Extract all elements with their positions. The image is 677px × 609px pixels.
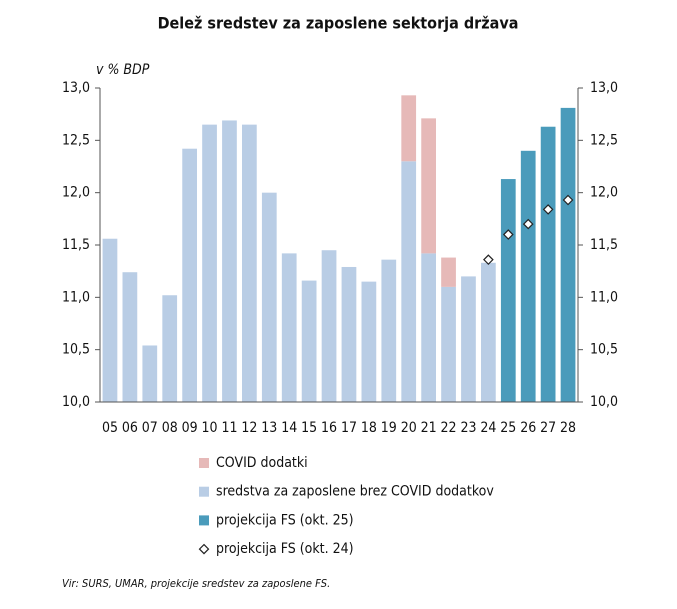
bar: [441, 257, 456, 287]
diamond-marker: [483, 254, 494, 266]
y2-tick-label: 13,0: [590, 80, 618, 96]
y-tick-label: 13,0: [62, 80, 90, 96]
x-tick-label: 07: [142, 420, 158, 436]
y2-tick-label: 11,0: [590, 289, 618, 305]
bar: [182, 148, 197, 402]
diamond-marker: [542, 204, 554, 215]
x-tick-label: 11: [221, 420, 237, 436]
bar: [222, 120, 237, 403]
source-note: Vir: SURS, UMAR, projekcije sredstev za …: [62, 577, 330, 590]
bar: [401, 161, 417, 402]
x-tick-label: 21: [421, 420, 437, 436]
bar: [202, 124, 217, 402]
x-tick-label: 06: [122, 420, 138, 436]
x-tick-label: 17: [341, 420, 357, 436]
legend-swatch: [199, 458, 209, 468]
bar: [500, 179, 516, 402]
y2-tick-label: 12,5: [590, 132, 618, 148]
bar: [481, 262, 496, 402]
bar: [441, 286, 456, 402]
legend-label: sredstva za zaposlene brez COVID dodatko…: [216, 484, 494, 500]
x-tick-label: 23: [460, 420, 476, 436]
diamond-marker: [562, 194, 574, 206]
x-tick-label: 25: [500, 420, 516, 436]
legend-label: projekcija FS (okt. 24): [216, 541, 354, 557]
bar: [341, 266, 357, 402]
bar: [361, 281, 377, 402]
y-tick-label: 11,0: [62, 289, 90, 305]
bar: [421, 253, 436, 402]
legend-swatch: [198, 543, 210, 555]
diamond-marker: [522, 218, 534, 230]
bar: [381, 259, 397, 402]
x-tick-label: 15: [301, 420, 317, 436]
bar: [301, 280, 317, 402]
bar: [461, 276, 476, 402]
diamond-marker: [502, 229, 514, 240]
bar: [122, 272, 138, 402]
x-tick-label: 20: [401, 420, 417, 436]
x-tick-label: 18: [361, 420, 377, 436]
x-tick-label: 14: [281, 420, 297, 436]
x-tick-label: 13: [261, 420, 277, 436]
y-axis-label: v % BDP: [96, 62, 150, 78]
y-tick-label: 10,5: [62, 342, 90, 358]
x-tick-label: 28: [560, 420, 576, 436]
x-tick-label: 27: [540, 420, 556, 436]
y2-tick-label: 10,5: [590, 342, 618, 358]
x-tick-label: 19: [381, 420, 397, 436]
bar: [242, 124, 257, 402]
y-tick-label: 11,5: [62, 237, 90, 253]
legend-swatch: [199, 515, 209, 526]
y-tick-label: 12,0: [62, 185, 90, 201]
x-tick-label: 16: [321, 420, 337, 436]
y-tick-label: 12,5: [62, 132, 90, 148]
legend-label: COVID dodatki: [216, 455, 308, 471]
x-tick-label: 26: [520, 420, 536, 436]
x-tick-label: 24: [480, 420, 496, 436]
bar: [281, 253, 297, 402]
x-tick-label: 12: [241, 420, 257, 436]
y-tick-label: 10,0: [62, 394, 90, 410]
bar: [401, 95, 417, 162]
x-tick-label: 10: [202, 420, 218, 436]
x-tick-label: 05: [102, 420, 118, 436]
y2-tick-label: 11,5: [590, 237, 618, 253]
x-tick-label: 22: [441, 420, 457, 436]
bar: [321, 250, 337, 402]
legend-label: projekcija FS (okt. 25): [216, 512, 354, 528]
bar: [520, 150, 536, 402]
bar: [560, 107, 576, 403]
chart-title: Delež sredstev za zaposlene sektorja drž…: [158, 14, 519, 33]
bar: [142, 345, 158, 402]
x-tick-label: 09: [182, 420, 198, 436]
legend-swatch: [199, 486, 209, 497]
y2-tick-label: 10,0: [590, 394, 618, 410]
bar: [261, 192, 277, 402]
x-tick-label: 08: [162, 420, 178, 436]
bar: [540, 126, 556, 402]
bar: [102, 238, 118, 402]
bar: [421, 118, 436, 254]
y2-tick-label: 12,0: [590, 185, 618, 201]
bar: [162, 295, 178, 402]
